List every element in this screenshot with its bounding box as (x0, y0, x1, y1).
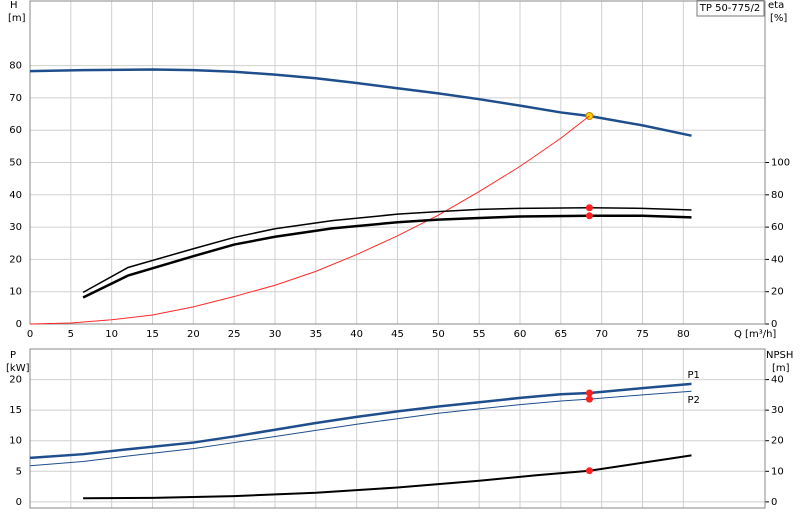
y-tick-label: 20 (9, 375, 22, 386)
x-tick-label: 25 (228, 329, 241, 340)
x-tick-label: 55 (473, 329, 486, 340)
x-tick-label: 65 (554, 329, 567, 340)
y2-label: NPSH (766, 350, 793, 361)
x-tick-label: 40 (350, 329, 363, 340)
x-tick-label: 15 (146, 329, 159, 340)
y2-tick-label: 30 (771, 405, 784, 416)
y-tick-label: 80 (9, 61, 22, 72)
y2-tick-label: 100 (771, 158, 790, 169)
x-tick-label: 80 (677, 329, 690, 340)
y-tick-label: 30 (9, 222, 22, 233)
chart-title: TP 50-775/2 (699, 3, 760, 14)
y2-unit: [%] (770, 13, 787, 24)
y-tick-label: 10 (9, 436, 22, 447)
y-tick-label: 5 (16, 466, 22, 477)
curve (29, 68, 692, 137)
curve (83, 454, 692, 500)
title-box (696, 0, 765, 17)
x-tick-label: 70 (595, 329, 608, 340)
y2-label: eta (768, 0, 784, 11)
y-tick-label: 50 (9, 158, 22, 169)
x-tick-label: 45 (391, 329, 404, 340)
operating-point (585, 212, 593, 220)
y-tick-label: 70 (9, 93, 22, 104)
x-tick-label: 5 (68, 329, 74, 340)
y2-tick-label: 10 (771, 466, 784, 477)
y-unit: [m] (8, 13, 26, 24)
x-tick-label: 10 (105, 329, 118, 340)
x-tick-label: 0 (27, 329, 33, 340)
y2-tick-label: 40 (771, 375, 784, 386)
plot-frame (29, 348, 766, 509)
legend-label: P2 (688, 395, 700, 406)
y-tick-label: 15 (9, 405, 22, 416)
y-tick-label: 40 (9, 190, 22, 201)
x-label: Q [m³/h] (734, 329, 776, 340)
y-tick-label: 20 (9, 254, 22, 265)
y2-tick-label: 20 (771, 287, 784, 298)
operating-point (585, 389, 593, 397)
curve (29, 115, 590, 325)
y2-unit: [m] (772, 363, 790, 374)
plot-frame (29, 0, 766, 325)
y-tick-label: 0 (16, 497, 22, 508)
y2-tick-label: 0 (771, 319, 777, 330)
curve (82, 206, 692, 294)
legend-label: P1 (688, 370, 700, 381)
x-tick-label: 30 (269, 329, 282, 340)
operating-point (585, 467, 593, 475)
y2-tick-label: 40 (771, 254, 784, 265)
curve (82, 214, 692, 299)
y-label: H (10, 0, 18, 11)
x-tick-label: 60 (514, 329, 527, 340)
curve (29, 382, 692, 460)
y2-tick-label: 80 (771, 190, 784, 201)
y-tick-label: 0 (16, 319, 22, 330)
y2-tick-label: 60 (771, 222, 784, 233)
y2-tick-label: 0 (771, 497, 777, 508)
x-tick-label: 75 (636, 329, 649, 340)
y-label: P (10, 350, 16, 361)
x-tick-label: 20 (187, 329, 200, 340)
curve (29, 390, 692, 467)
y-tick-label: 60 (9, 125, 22, 136)
y-unit: [kW] (6, 363, 30, 374)
y2-tick-label: 20 (771, 436, 784, 447)
x-tick-label: 50 (432, 329, 445, 340)
x-tick-label: 35 (309, 329, 322, 340)
operating-point (585, 204, 593, 212)
y-tick-label: 10 (9, 287, 22, 298)
operating-point (585, 395, 593, 403)
